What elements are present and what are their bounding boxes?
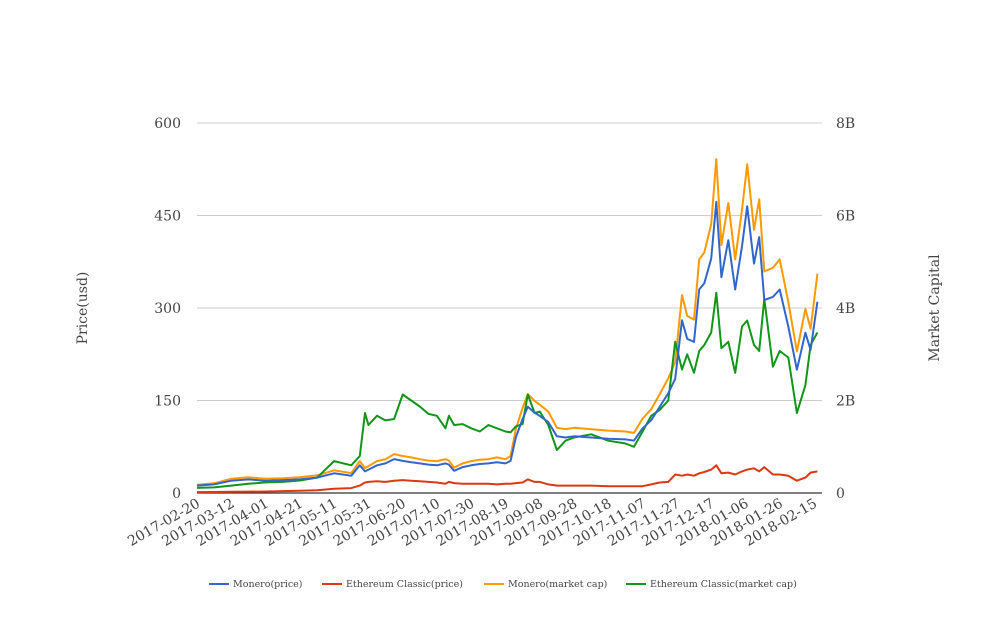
legend-item[interactable]: Monero(price) — [209, 579, 302, 590]
right-axis-ticks: 0 2B 4B 6B 8B — [836, 116, 855, 502]
series-line-monero-market-cap — [196, 158, 819, 486]
legend-item[interactable]: Monero(market cap) — [484, 579, 607, 590]
right-tick-label: 6B — [836, 209, 855, 225]
legend-label: Monero(price) — [233, 579, 302, 590]
right-tick-label: 8B — [836, 116, 855, 132]
legend-item[interactable]: Ethereum Classic(price) — [322, 579, 463, 590]
x-axis-ticks: 2017-02-202017-03-122017-04-012017-04-21… — [125, 496, 820, 550]
left-axis-ticks: 0 150 300 450 600 — [154, 116, 181, 502]
legend-label: Monero(market cap) — [508, 579, 607, 590]
right-axis-title: Market Capital — [927, 254, 943, 362]
series-lines — [196, 158, 819, 494]
right-tick-label: 2B — [836, 394, 855, 410]
legend-label: Ethereum Classic(market cap) — [650, 579, 797, 590]
legend-label: Ethereum Classic(price) — [346, 579, 463, 590]
left-tick-label: 450 — [154, 209, 181, 225]
right-tick-label: 4B — [836, 301, 855, 317]
series-line-ethereum-classic-market-cap — [196, 291, 819, 489]
left-tick-label: 600 — [154, 116, 181, 132]
series-line-monero-price — [196, 200, 819, 487]
left-tick-label: 0 — [172, 486, 181, 502]
legend-item[interactable]: Ethereum Classic(market cap) — [626, 579, 797, 590]
series-line-ethereum-classic-price — [196, 464, 818, 494]
left-axis-title: Price(usd) — [75, 272, 91, 345]
gridlines — [197, 122, 822, 494]
right-tick-label: 0 — [836, 486, 845, 502]
left-tick-label: 300 — [154, 301, 181, 317]
left-tick-label: 150 — [154, 394, 181, 410]
legend: Monero(price) Ethereum Classic(price) Mone… — [209, 579, 797, 590]
